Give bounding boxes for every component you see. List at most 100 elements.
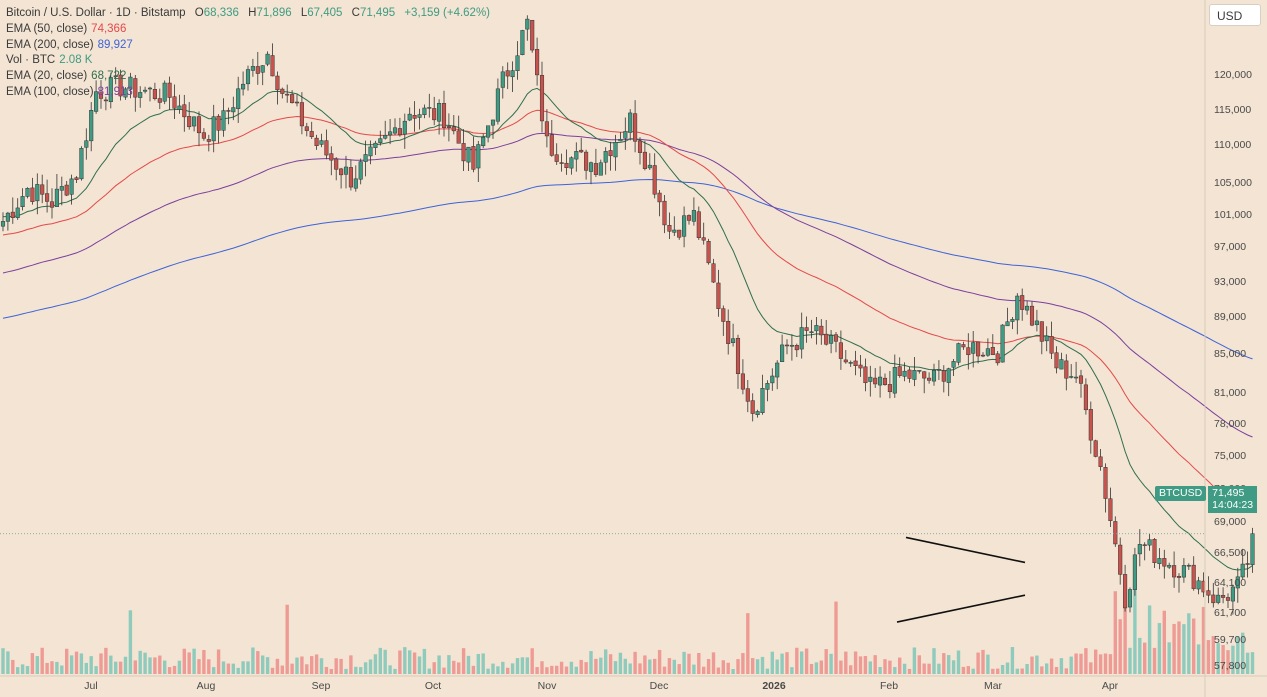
volume-bar [6, 651, 10, 674]
triangle-lower-trendline[interactable] [896, 594, 1026, 623]
candle-body [378, 138, 383, 143]
volume-bar [192, 648, 196, 674]
candle-body [1250, 533, 1255, 565]
candle [1221, 587, 1226, 604]
volume-bar [643, 655, 647, 674]
candle-body [711, 263, 716, 283]
candle-body [814, 325, 819, 332]
volume-bar [1113, 591, 1117, 674]
volume-bar [932, 648, 936, 674]
candle [388, 119, 393, 145]
candle-body [402, 120, 407, 135]
candle [662, 194, 667, 234]
candle [128, 72, 133, 99]
price-axis-label: 64,100 [1214, 577, 1246, 589]
candle-body [520, 30, 525, 55]
candle [1020, 288, 1025, 321]
candle-body [368, 146, 373, 157]
candle-body [608, 150, 613, 157]
candle-body [858, 364, 863, 369]
legend-ema100[interactable]: EMA (100, close) 81,913 [6, 85, 490, 101]
candle-body [1083, 384, 1088, 411]
candle [677, 229, 682, 240]
volume-bar [471, 665, 476, 674]
price-axis-label: 85,000 [1214, 348, 1246, 360]
legend-ema50[interactable]: EMA (50, close) 74,366 [6, 22, 490, 38]
volume-bar [682, 651, 686, 674]
candle-body [1103, 467, 1108, 499]
candle [510, 61, 515, 93]
candle [1059, 352, 1064, 370]
volume-bar [731, 668, 735, 674]
candle-body [20, 196, 25, 207]
candle-body [731, 338, 736, 343]
legend-ema20[interactable]: EMA (20, close) 68,722 [6, 69, 490, 85]
volume-bar [109, 655, 113, 674]
legend-volume[interactable]: Vol · BTC 2.08 K [6, 53, 490, 69]
candle [750, 393, 755, 422]
legend-ema200[interactable]: EMA (200, close) 89,927 [6, 38, 490, 54]
candle-body [1245, 563, 1250, 565]
candle-body [1137, 544, 1142, 555]
candle-body [152, 89, 157, 99]
candle [922, 371, 927, 394]
candle [1103, 463, 1108, 513]
candle-body [990, 347, 995, 356]
volume-bar [510, 663, 515, 674]
volume-bar [550, 665, 554, 674]
candle-body [539, 75, 545, 122]
candle [118, 69, 123, 101]
candle [1015, 293, 1020, 335]
candle-body [1127, 589, 1133, 608]
candle [378, 130, 383, 146]
volume-bar [1089, 662, 1093, 674]
time-axis-label: Sep [312, 680, 331, 692]
volume-bar [1118, 619, 1122, 674]
candle-body [1235, 576, 1240, 589]
volume-bar [736, 659, 740, 674]
candle-body [819, 325, 824, 336]
volume-bar [158, 655, 162, 674]
candle-body [1044, 335, 1049, 342]
volume-bar [133, 660, 137, 674]
candle [1113, 516, 1118, 547]
volume-bar [726, 662, 730, 674]
candle-body [613, 142, 618, 158]
candle [236, 76, 241, 123]
candle [461, 129, 466, 172]
volume-bar [976, 652, 980, 674]
candle-body [682, 215, 687, 237]
candle-body [804, 327, 809, 331]
candle-body [985, 348, 990, 356]
volume-bar [128, 610, 133, 674]
candle-body [162, 82, 167, 102]
candle [1132, 547, 1137, 596]
volume-bar [1221, 644, 1225, 674]
candle [765, 380, 770, 402]
volume-bar [839, 660, 843, 674]
volume-bar [60, 665, 64, 674]
candle-body [623, 131, 628, 139]
candle [657, 190, 662, 217]
volume-bar [1167, 642, 1171, 674]
triangle-upper-trendline[interactable] [905, 536, 1026, 564]
candle [882, 373, 888, 386]
candle [319, 133, 324, 148]
volume-bar [1035, 655, 1039, 674]
candle [20, 188, 25, 211]
currency-selector-button[interactable]: USD [1209, 4, 1261, 26]
price-axis-label: 93,000 [1214, 276, 1246, 288]
candle-body [1005, 321, 1010, 327]
volume-bar [305, 664, 309, 674]
candle [221, 98, 226, 137]
volume-bar [888, 660, 892, 674]
candle-body [1176, 575, 1182, 578]
candle [1049, 321, 1054, 360]
volume-bar [344, 668, 348, 674]
candle [691, 197, 696, 226]
candle-body [755, 411, 760, 416]
candle [147, 86, 153, 102]
volume-bar [564, 666, 569, 674]
candle [177, 94, 182, 114]
